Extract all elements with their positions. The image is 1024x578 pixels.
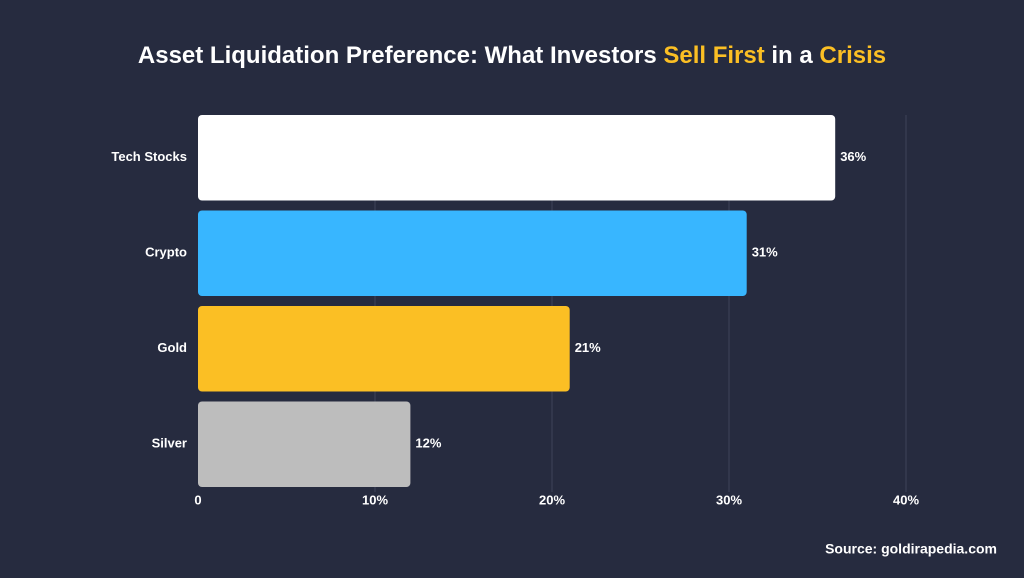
- y-tick-label: Tech Stocks: [111, 149, 187, 164]
- title-part: Sell First: [663, 42, 764, 69]
- value-label: 12%: [415, 436, 441, 451]
- x-tick-label: 10%: [362, 492, 388, 507]
- value-label: 21%: [575, 340, 601, 355]
- x-tick-label: 40%: [893, 492, 919, 507]
- title-part: Asset Liquidation Preference: What Inves…: [138, 42, 663, 69]
- bar: [198, 306, 570, 392]
- value-label: 36%: [840, 149, 866, 164]
- x-tick-label: 20%: [539, 492, 565, 507]
- title-part: in a: [765, 42, 820, 69]
- bar: [198, 115, 836, 201]
- bar: [198, 210, 747, 296]
- source: Source: goldirapedia.com: [825, 541, 997, 557]
- x-tick-label: 0: [194, 492, 201, 507]
- bar: [198, 401, 411, 487]
- x-tick-label: 30%: [716, 492, 742, 507]
- y-tick-label: Gold: [157, 340, 187, 355]
- y-tick-label: Silver: [152, 436, 187, 451]
- value-label: 31%: [752, 245, 778, 260]
- chart-title: Asset Liquidation Preference: What Inves…: [138, 42, 886, 69]
- title-part: Crisis: [819, 42, 886, 69]
- y-tick-label: Crypto: [145, 245, 187, 260]
